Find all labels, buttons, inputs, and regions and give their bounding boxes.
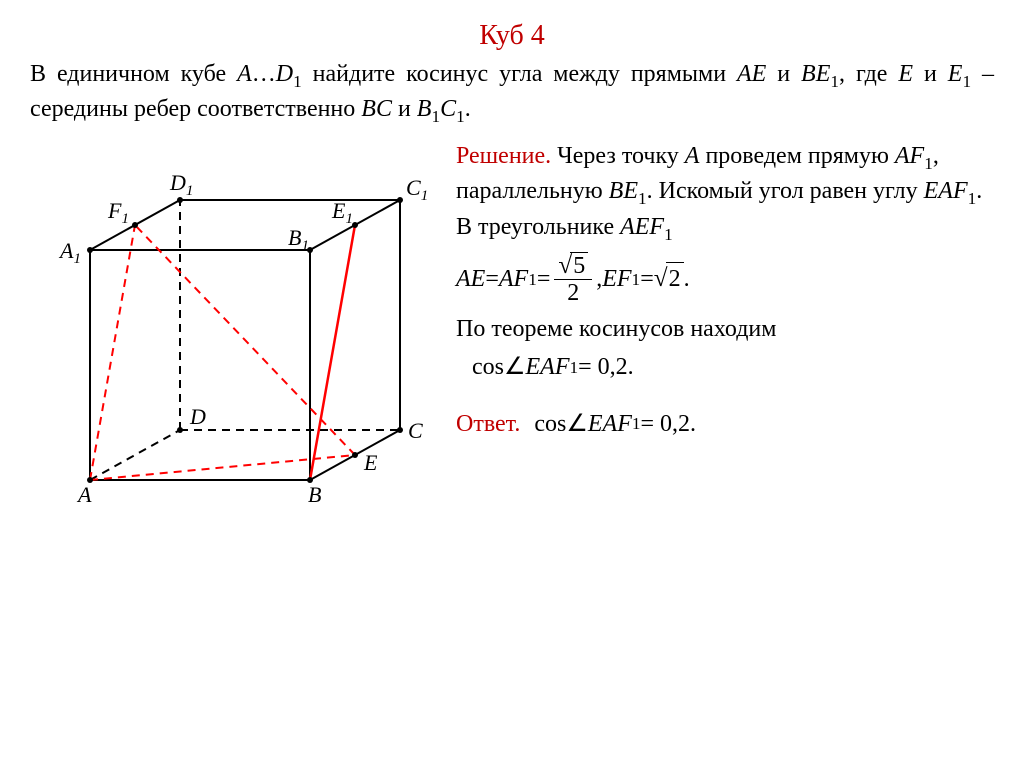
var: AF — [895, 143, 924, 169]
sub: 1 — [632, 412, 641, 435]
fraction: √5 2 — [554, 252, 592, 307]
var: AF — [499, 263, 528, 295]
content-row: D1 C1 F1 E1 A1 B1 D C E A B Решение. Чер… — [30, 140, 994, 527]
solution-label: Решение. — [456, 143, 551, 169]
var: EF — [602, 263, 631, 295]
svg-text:B: B — [308, 482, 321, 507]
cube-svg: D1 C1 F1 E1 A1 B1 D C E A B — [30, 140, 450, 520]
var: EAF — [924, 178, 968, 204]
text: . — [465, 96, 471, 122]
svg-text:B1: B1 — [288, 225, 309, 254]
text: , где — [839, 61, 898, 87]
svg-text:D: D — [189, 404, 206, 429]
val: = 0,2. — [641, 408, 697, 440]
val: = 0,2. — [578, 351, 634, 383]
sub: 1 — [293, 72, 302, 91]
sub: 1 — [664, 224, 673, 243]
cos: cos — [534, 408, 566, 440]
sub: 1 — [924, 154, 933, 173]
equation-lengths: AE = AF1 = √5 2 , EF1 = √2 . — [456, 252, 994, 307]
var: BE — [609, 178, 638, 204]
op: = — [485, 263, 499, 295]
var: AEF — [620, 214, 664, 240]
answer-label: Ответ. — [456, 408, 520, 440]
answer-row: Ответ. cos ∠ EAF1 = 0,2. — [456, 402, 994, 446]
var: C — [440, 96, 456, 122]
sub: 1 — [962, 72, 971, 91]
svg-text:C1: C1 — [406, 175, 428, 204]
svg-text:F1: F1 — [107, 198, 129, 227]
text: и — [766, 61, 801, 87]
svg-text:A: A — [76, 482, 92, 507]
cosine-law-text: По теореме косинусов находим — [456, 313, 994, 345]
sub: 1 — [431, 107, 440, 126]
text: найдите косинус угла между прямыми — [302, 61, 737, 87]
svg-text:E1: E1 — [331, 198, 353, 227]
sub: 1 — [830, 72, 839, 91]
var: A — [685, 143, 700, 169]
var: EAF — [526, 351, 570, 383]
var: D — [276, 61, 293, 87]
solution-block: Решение. Через точку A проведем прямую A… — [450, 140, 994, 446]
sub: 1 — [528, 268, 537, 291]
text: и — [913, 61, 948, 87]
page-title: Куб 4 — [30, 20, 994, 52]
cube-diagram: D1 C1 F1 E1 A1 B1 D C E A B — [30, 140, 450, 527]
svg-text:C: C — [408, 418, 423, 443]
svg-text:D1: D1 — [169, 170, 193, 199]
cos: cos — [472, 351, 504, 383]
text: . Искомый угол равен углу — [647, 178, 924, 204]
sub: 1 — [968, 189, 977, 208]
problem-statement: В единичном кубе A…D1 найдите косинус уг… — [30, 58, 994, 128]
var: B — [417, 96, 432, 122]
text: . — [684, 263, 690, 295]
text: … — [252, 61, 276, 87]
var: BE — [801, 61, 830, 87]
var: EAF — [588, 408, 632, 440]
var: AE — [456, 263, 485, 295]
text: Через точку — [551, 143, 685, 169]
var: E — [948, 61, 963, 87]
op: = — [537, 263, 551, 295]
var: E — [898, 61, 913, 87]
text: В единичном кубе — [30, 61, 237, 87]
sub: 1 — [638, 189, 647, 208]
var: BC — [361, 96, 392, 122]
text: проведем прямую — [699, 143, 894, 169]
op: = — [640, 263, 654, 295]
angle-icon: ∠ — [504, 351, 526, 383]
var: A — [237, 61, 252, 87]
sub: 1 — [456, 107, 465, 126]
angle-icon: ∠ — [566, 408, 588, 440]
sub: 1 — [632, 268, 641, 291]
svg-text:E: E — [363, 450, 378, 475]
text: и — [392, 96, 417, 122]
equation-cosine: cos ∠ EAF1 = 0,2. — [472, 351, 994, 383]
svg-text:A1: A1 — [58, 238, 81, 267]
sub: 1 — [570, 356, 579, 379]
var: AE — [737, 61, 766, 87]
